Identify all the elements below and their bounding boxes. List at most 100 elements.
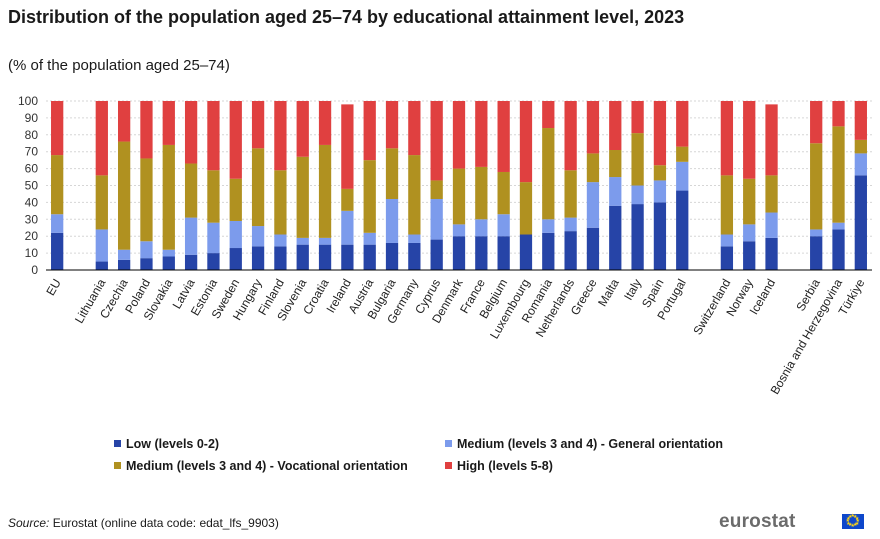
bar-segment-medium-vocational (497, 171, 510, 215)
bar-segment-high (296, 101, 309, 157)
bar-segment-high (586, 101, 600, 154)
bar-segment-medium-general (430, 199, 443, 240)
legend-label-high: High (levels 5-8) (457, 459, 553, 473)
bar-segment-medium-general (586, 182, 600, 228)
bar-segment-high (162, 101, 175, 145)
eurostat-logo: eurostat (719, 511, 796, 532)
x-tick-label: Malta (595, 276, 622, 309)
bar-segment-medium-general (765, 212, 778, 238)
bar-segment-low (318, 244, 332, 270)
bar-segment-high (832, 101, 845, 127)
bar-segment-medium-general (653, 180, 667, 203)
bar-segment-medium-vocational (162, 144, 175, 250)
bar-segment-medium-vocational (117, 141, 131, 250)
bar-segment-low (519, 234, 533, 270)
bar-segment-medium-vocational (184, 163, 198, 218)
bar-segment-medium-vocational (251, 148, 265, 227)
bar-segment-high (95, 101, 108, 176)
bar-segment-medium-vocational (519, 182, 533, 235)
bar-segment-medium-vocational (609, 150, 622, 178)
bar-segment-high (452, 101, 466, 169)
bar-segment-medium-vocational (207, 170, 220, 223)
chart-subtitle: (% of the population aged 25–74) (8, 57, 230, 74)
bar-segment-low (854, 175, 867, 270)
bar-segment-medium-general (475, 219, 488, 237)
bar-segment-medium-general (720, 234, 734, 247)
bar-segment-low (832, 229, 845, 270)
bar-segment-medium-vocational (341, 188, 354, 211)
bar-segment-high (475, 101, 488, 167)
bar-segment-low (341, 244, 354, 270)
bar-segment-medium-general (95, 229, 108, 262)
bar-segment-medium-vocational (229, 178, 242, 221)
bar-segment-high (140, 101, 153, 159)
flag-star-icon: ★ (850, 523, 855, 529)
flag-star-icon: ★ (850, 513, 855, 519)
flag-star-icon: ★ (846, 515, 851, 522)
flag-star-icon: ★ (848, 513, 853, 520)
bar-segment-medium-general (207, 222, 220, 254)
bar-segment-high (274, 101, 287, 171)
source-note: Source: Eurostat (online data code: edat… (8, 516, 279, 530)
bar-segment-medium-general (408, 234, 421, 243)
bar-segment-high (229, 101, 242, 179)
bar-segment-medium-vocational (95, 175, 108, 230)
legend-swatch-low (114, 440, 121, 448)
bar-segment-low (676, 190, 689, 270)
bar-segment-high (653, 101, 667, 166)
bar-segment-medium-vocational (385, 148, 399, 200)
bar-segment-medium-general (631, 185, 644, 205)
bar-segment-medium-general (117, 249, 131, 260)
bar-segment-medium-vocational (564, 170, 577, 218)
bar-segment-medium-vocational (854, 139, 867, 154)
bar-segment-medium-general (385, 199, 399, 243)
bar-segment-high (385, 101, 399, 149)
bar-segment-medium-vocational (140, 158, 153, 242)
bar-segment-low (497, 236, 510, 270)
bar-segment-high (676, 101, 689, 147)
bar-segment-medium-vocational (586, 153, 600, 183)
bar-segment-low (653, 202, 667, 270)
legend-item-high: High (levels 5-8) (445, 459, 553, 473)
bar-segment-high (564, 101, 577, 171)
bar-segment-high (408, 101, 421, 156)
y-tick-label: 50 (25, 179, 39, 193)
flag-star-icon: ★ (845, 518, 850, 524)
legend-swatch-medium-vocational (114, 462, 121, 470)
legend-label-medium-vocational: Medium (levels 3 and 4) - Vocational ori… (126, 459, 408, 473)
bar-segment-medium-general (854, 153, 867, 176)
bar-segment-low (117, 259, 131, 270)
bar-segment-high (609, 101, 622, 151)
bar-segment-low (631, 204, 644, 270)
bar-segment-low (408, 242, 421, 270)
bar-segment-medium-general (341, 210, 354, 245)
bar-segment-medium-general (229, 220, 242, 249)
bar-segment-low (810, 236, 823, 270)
bar-segment-medium-vocational (274, 170, 287, 235)
bar-segment-medium-general (51, 214, 64, 233)
bar-segment-medium-vocational (832, 126, 845, 223)
legend-item-medium-general: Medium (levels 3 and 4) - General orient… (445, 437, 723, 451)
bar-segment-medium-vocational (720, 175, 734, 235)
legend-label-medium-general: Medium (levels 3 and 4) - General orient… (457, 437, 724, 451)
y-tick-label: 80 (25, 128, 39, 142)
bar-segment-medium-vocational (765, 175, 778, 213)
bar-segment-medium-general (542, 219, 555, 233)
bar-segment-medium-general (743, 224, 756, 242)
bar-segment-low (140, 258, 153, 270)
flag-star-icon: ★ (846, 520, 851, 527)
bar-segment-low (184, 254, 198, 270)
bar-segment-medium-vocational (51, 155, 64, 215)
bar-segment-low (207, 253, 220, 270)
bar-segment-medium-general (810, 229, 823, 237)
bar-segment-high (631, 101, 644, 134)
bar-segment-medium-vocational (810, 143, 823, 230)
bar-segment-low (51, 232, 64, 270)
bar-segment-medium-vocational (475, 166, 488, 220)
bar-segment-high (341, 104, 354, 189)
bar-segment-low (363, 244, 376, 270)
y-tick-label: 0 (31, 263, 38, 277)
y-tick-label: 100 (18, 94, 38, 108)
bar-segment-medium-vocational (631, 133, 644, 186)
